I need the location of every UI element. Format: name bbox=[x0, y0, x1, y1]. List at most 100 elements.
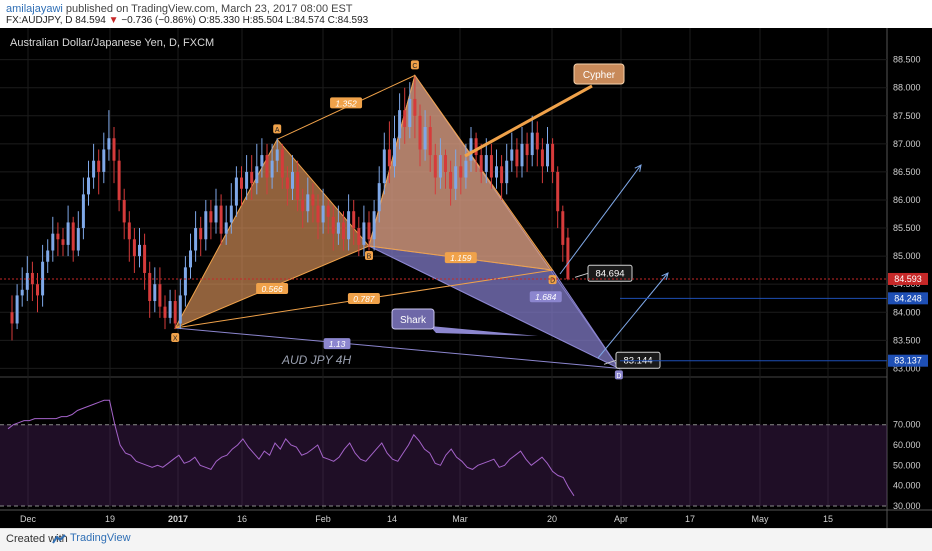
price-tick-label: 87.500 bbox=[893, 111, 921, 121]
candle bbox=[260, 138, 264, 178]
candle bbox=[438, 138, 442, 189]
candle-body bbox=[331, 216, 335, 234]
candle-body bbox=[561, 211, 565, 245]
candle bbox=[61, 228, 65, 257]
candle-body bbox=[423, 127, 427, 150]
candle bbox=[469, 127, 473, 172]
candle bbox=[270, 143, 274, 189]
candle bbox=[194, 211, 198, 262]
close-value: C:84.593 bbox=[327, 15, 369, 26]
candle bbox=[561, 205, 565, 262]
candle bbox=[214, 188, 218, 234]
candle bbox=[36, 272, 39, 313]
candle bbox=[423, 110, 427, 161]
candle bbox=[362, 205, 366, 257]
down-arrow-icon: ▼ bbox=[108, 15, 119, 26]
candle bbox=[413, 76, 417, 139]
candle-body bbox=[122, 199, 126, 223]
shark-triangle-bd bbox=[368, 245, 621, 370]
ratio-label: 1.684 bbox=[529, 291, 562, 303]
tradingview-brand-link[interactable]: TradingView bbox=[70, 532, 131, 544]
candle-body bbox=[525, 143, 529, 156]
candle bbox=[291, 155, 294, 200]
ratio-label-bg bbox=[444, 252, 477, 264]
ratio-label-text: 1.684 bbox=[535, 292, 557, 302]
time-tick-label: 15 bbox=[823, 514, 833, 524]
candle-body bbox=[224, 222, 228, 234]
candle bbox=[224, 205, 228, 245]
candle bbox=[418, 104, 422, 167]
price-tick-label: 85.000 bbox=[893, 251, 921, 261]
candle bbox=[183, 256, 187, 307]
candle-body bbox=[132, 239, 136, 257]
time-tick-label: Feb bbox=[315, 514, 331, 524]
candle bbox=[398, 93, 402, 150]
open-value: O:85.330 bbox=[198, 15, 240, 26]
candle-body bbox=[71, 222, 75, 251]
price-tick-label: 88.500 bbox=[893, 55, 921, 65]
cypher-callout-box bbox=[573, 63, 625, 85]
candle bbox=[127, 211, 131, 262]
candle bbox=[342, 211, 345, 251]
candle-body bbox=[469, 138, 473, 161]
candle-body bbox=[459, 166, 463, 178]
price-axis-badge: 83.137 bbox=[888, 354, 928, 367]
point-marker bbox=[273, 124, 282, 134]
rsi-tick-label: 50.000 bbox=[893, 460, 921, 470]
candle-body bbox=[168, 301, 172, 318]
point-marker bbox=[548, 275, 557, 285]
price-axis-badge: 84.248 bbox=[888, 292, 928, 305]
rsi-tick-label: 70.000 bbox=[893, 420, 921, 430]
candle bbox=[489, 143, 493, 189]
author-link[interactable]: amilajayawi bbox=[6, 3, 63, 15]
rsi-tick-label: 30.000 bbox=[893, 501, 921, 511]
point-marker bbox=[365, 251, 373, 261]
point-label: X bbox=[173, 335, 178, 342]
candle bbox=[173, 289, 177, 330]
high-value: H:85.504 bbox=[242, 15, 284, 26]
candle bbox=[525, 132, 529, 172]
candle-body bbox=[336, 222, 340, 234]
price-tick-label: 86.000 bbox=[893, 195, 921, 205]
symbol-info: FX:AUDJPY, D 84.594 ▼ −0.736 (−0.86%) O:… bbox=[6, 15, 368, 26]
chart-svg[interactable]: X A B C D D 1.352 0.566 1.159 0.787 1.684 1.13 Cyphe… bbox=[0, 28, 932, 528]
time-tick-label: 20 bbox=[547, 514, 557, 524]
time-tick-label: May bbox=[751, 514, 769, 524]
candle bbox=[495, 149, 498, 189]
price-axis-badge-text: 83.137 bbox=[894, 356, 922, 366]
candle bbox=[352, 199, 356, 245]
price-axis-badge: 84.593 bbox=[888, 272, 928, 285]
price-tick-label: 83.500 bbox=[893, 335, 921, 345]
candle-body bbox=[362, 222, 366, 245]
candle bbox=[138, 228, 141, 268]
candle-body bbox=[433, 155, 437, 178]
price-axis-badge-bg bbox=[888, 272, 928, 285]
candle-body bbox=[97, 160, 101, 172]
candle-body bbox=[321, 205, 325, 223]
publish-header: amilajayawi published on TradingView.com… bbox=[0, 0, 932, 28]
point-marker bbox=[410, 60, 419, 70]
candle bbox=[255, 143, 259, 195]
symbol-name: FX:AUDJPY, D bbox=[6, 15, 73, 26]
ratio-label-text: 0.566 bbox=[261, 284, 283, 294]
candle-body bbox=[229, 205, 233, 223]
candle bbox=[132, 228, 136, 273]
candle bbox=[158, 267, 162, 318]
point-label: A bbox=[275, 127, 280, 134]
candle bbox=[153, 267, 157, 313]
time-tick-label: Mar bbox=[452, 514, 468, 524]
candle-body bbox=[46, 250, 50, 262]
candle-body bbox=[36, 284, 39, 296]
price-axis-badge-text: 84.593 bbox=[894, 274, 922, 284]
candle-body bbox=[270, 160, 274, 178]
publish-info: amilajayawi published on TradingView.com… bbox=[6, 3, 353, 15]
price-tick-label: 86.500 bbox=[893, 167, 921, 177]
shark-callout: Shark bbox=[391, 308, 538, 336]
candle-body bbox=[418, 115, 422, 150]
candle bbox=[76, 211, 80, 257]
chart-area[interactable]: X A B C D D 1.352 0.566 1.159 0.787 1.684 1.13 Cyphe… bbox=[0, 28, 932, 528]
candle bbox=[433, 143, 437, 195]
cypher-point-b: B bbox=[365, 251, 373, 261]
candle-body bbox=[173, 301, 177, 324]
candle-body bbox=[387, 149, 391, 167]
